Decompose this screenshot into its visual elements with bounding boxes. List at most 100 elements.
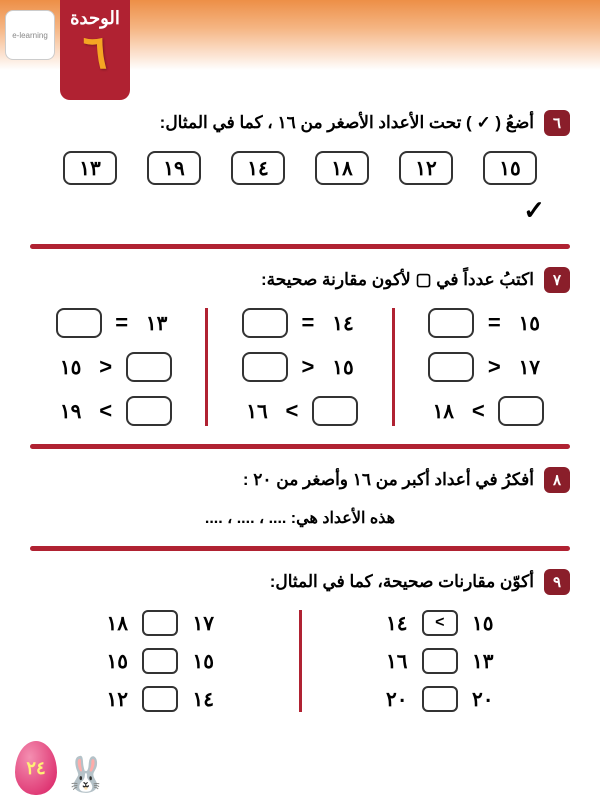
comparison-row: ١٨ < (428, 396, 544, 426)
q6-text: أضعُ ( ✓ ) تحت الأعداد الأصغر من ١٦ ، كم… (160, 113, 534, 133)
section-divider (30, 244, 570, 249)
value: ١٥ (56, 355, 86, 380)
value: ١٧ (514, 355, 544, 380)
comparison-row: ١٦< (242, 396, 358, 426)
comparison-row: >١٥ (242, 352, 358, 382)
q9-grid: ١٨ ١٧ ١٥ ١٥ ١٢ ١٤ ١٤ <١٥ ١٦ ١٣ ٢٠ ٢٠ (30, 610, 570, 712)
q7-grid: = ١٣ ١٥ > ١٩ < = ١٤ >١٥ ١٦< = ١٥ >١٧ ١٨ < (30, 308, 570, 426)
q9-number: ٩ (544, 569, 570, 595)
q8-header: ٨ أفكرُ في أعداد أكبر من ١٦ وأصغر من ٢٠ … (30, 467, 570, 493)
comparison-row: ١٥ > (56, 352, 172, 382)
comparison-row: ١٨ ١٧ (102, 610, 218, 636)
vertical-divider (205, 308, 208, 426)
q7-col-2: = ١٤ >١٥ ١٦< (216, 308, 383, 426)
q9-header: ٩ أكوّن مقارنات صحيحة، كما في المثال: (30, 569, 570, 595)
q7-text: اكتبُ عدداً في ▢ لأكون مقارنة صحيحة: (261, 270, 534, 290)
page-number: ٢٤ (26, 758, 45, 779)
operator-input[interactable] (422, 686, 458, 712)
operator: > (484, 354, 504, 380)
value: ١٣ (142, 311, 172, 336)
page-footer: ٢٤ (15, 741, 107, 795)
value: ١٤ (188, 687, 218, 712)
q9-text: أكوّن مقارنات صحيحة، كما في المثال: (270, 572, 534, 592)
number-box[interactable]: ١٤ (231, 151, 285, 185)
q7-number: ٧ (544, 267, 570, 293)
number-box[interactable]: ١٢ (399, 151, 453, 185)
comparison-row: ١٩ < (56, 396, 172, 426)
value: ١٣ (468, 649, 498, 674)
blank-input[interactable] (428, 352, 474, 382)
blank-input[interactable] (312, 396, 358, 426)
q8-answer[interactable]: هذه الأعداد هي: .... ، .... ، .... (30, 508, 570, 528)
number-box[interactable]: ١٨ (315, 151, 369, 185)
blank-input[interactable] (428, 308, 474, 338)
operator: = (112, 310, 132, 336)
blank-input[interactable] (498, 396, 544, 426)
q8-number: ٨ (544, 467, 570, 493)
unit-number: ٦ (60, 29, 130, 75)
comparison-row: ١٥ ١٥ (102, 648, 218, 674)
q9-right-col: ١٤ <١٥ ١٦ ١٣ ٢٠ ٢٠ (310, 610, 571, 712)
operator: > (298, 354, 318, 380)
value: ١٧ (188, 611, 218, 636)
comparison-row: = ١٥ (428, 308, 544, 338)
page-content: ٦ أضعُ ( ✓ ) تحت الأعداد الأصغر من ١٦ ، … (0, 70, 600, 722)
value: ١٥ (328, 355, 358, 380)
value: ١٦ (382, 649, 412, 674)
blank-input[interactable] (242, 308, 288, 338)
operator-input[interactable] (422, 648, 458, 674)
q6-boxes: ١٣ ١٩ ١٤ ١٨ ١٢ ١٥ (30, 151, 570, 185)
operator: > (96, 354, 116, 380)
unit-tab: الوحدة ٦ (60, 0, 130, 100)
operator: = (484, 310, 504, 336)
value: ١٢ (102, 687, 132, 712)
comparison-row: = ١٤ (242, 308, 358, 338)
vertical-divider (299, 610, 302, 712)
operator: < (468, 398, 488, 424)
q7-col-1: = ١٣ ١٥ > ١٩ < (30, 308, 197, 426)
value: ١٥ (468, 611, 498, 636)
value: ١٤ (328, 311, 358, 336)
blank-input[interactable] (242, 352, 288, 382)
value: ١٨ (102, 611, 132, 636)
page-number-egg: ٢٤ (15, 741, 57, 795)
q6-header: ٦ أضعُ ( ✓ ) تحت الأعداد الأصغر من ١٦ ، … (30, 110, 570, 136)
q9-left-col: ١٨ ١٧ ١٥ ١٥ ١٢ ١٤ (30, 610, 291, 712)
operator-input[interactable] (142, 610, 178, 636)
operator-input[interactable] (142, 686, 178, 712)
comparison-row: = ١٣ (56, 308, 172, 338)
blank-input[interactable] (126, 396, 172, 426)
number-box[interactable]: ١٥ (483, 151, 537, 185)
blank-input[interactable] (56, 308, 102, 338)
q8-text: أفكرُ في أعداد أكبر من ١٦ وأصغر من ٢٠ : (243, 470, 534, 490)
value: ١٤ (382, 611, 412, 636)
operator: = (298, 310, 318, 336)
value: ١٥ (188, 649, 218, 674)
operator-example: < (422, 610, 458, 636)
comparison-row: ١٦ ١٣ (382, 648, 498, 674)
check-icon: ✓ (523, 195, 545, 225)
value: ١٥ (102, 649, 132, 674)
value: ١٩ (56, 399, 86, 424)
section-divider (30, 546, 570, 551)
q7-header: ٧ اكتبُ عدداً في ▢ لأكون مقارنة صحيحة: (30, 267, 570, 293)
operator-input[interactable] (142, 648, 178, 674)
number-box[interactable]: ١٣ (63, 151, 117, 185)
number-box[interactable]: ١٩ (147, 151, 201, 185)
value: ١٥ (514, 311, 544, 336)
bunny-icon (67, 745, 107, 795)
logo-text: e-learning (12, 31, 48, 40)
operator: < (96, 398, 116, 424)
vertical-divider (392, 308, 395, 426)
comparison-row: >١٧ (428, 352, 544, 382)
value: ٢٠ (382, 687, 412, 712)
value: ١٨ (428, 399, 458, 424)
header-gradient: الوحدة ٦ e-learning (0, 0, 600, 70)
blank-input[interactable] (126, 352, 172, 382)
q6-number: ٦ (544, 110, 570, 136)
comparison-row: ١٢ ١٤ (102, 686, 218, 712)
value: ٢٠ (468, 687, 498, 712)
logo-icon: e-learning (5, 10, 55, 60)
comparison-row: ٢٠ ٢٠ (382, 686, 498, 712)
section-divider (30, 444, 570, 449)
